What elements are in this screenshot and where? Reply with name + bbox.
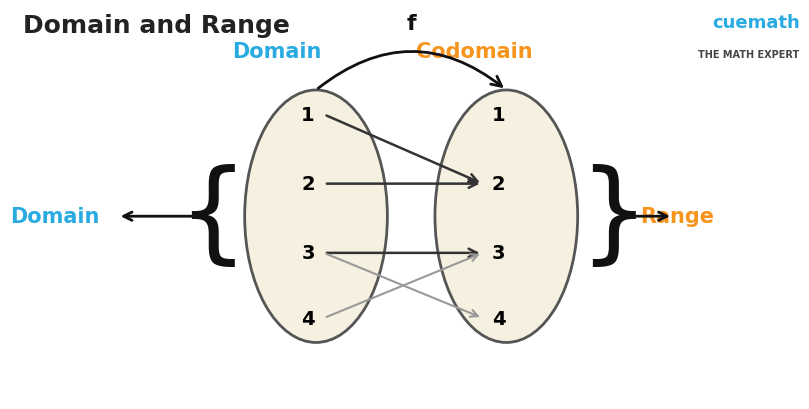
Text: f: f [406, 13, 416, 34]
Text: THE MATH EXPERT: THE MATH EXPERT [698, 50, 799, 60]
Text: 4: 4 [492, 309, 505, 328]
Ellipse shape [244, 91, 388, 343]
Text: cuemath: cuemath [712, 13, 799, 31]
Text: 2: 2 [301, 175, 315, 194]
Text: Range: Range [640, 207, 714, 227]
Text: 3: 3 [301, 244, 315, 263]
Text: 4: 4 [301, 309, 315, 328]
Text: {: { [177, 163, 248, 270]
Text: 1: 1 [492, 106, 505, 125]
Text: }: } [578, 163, 649, 270]
Ellipse shape [435, 91, 578, 343]
Text: 2: 2 [492, 175, 505, 194]
Text: Domain: Domain [10, 207, 99, 227]
Text: Domain: Domain [231, 42, 321, 62]
Text: 3: 3 [492, 244, 505, 263]
Text: Domain and Range: Domain and Range [23, 13, 290, 38]
Text: 1: 1 [301, 106, 315, 125]
Text: Codomain: Codomain [417, 42, 533, 62]
